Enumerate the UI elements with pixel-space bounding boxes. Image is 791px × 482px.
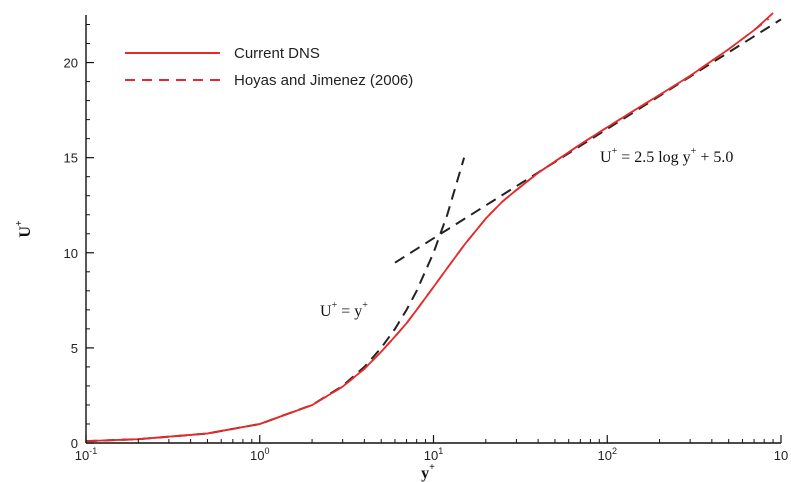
y-tick-label: 15 [64, 151, 78, 166]
y-tick-label: 10 [64, 246, 78, 261]
plot-area [85, 12, 782, 443]
legend-label-current-dns: Current DNS [234, 45, 320, 62]
x-tick-label: 100 [250, 446, 269, 463]
x-tick-label: 102 [598, 446, 617, 463]
axes [85, 15, 781, 444]
legend-label-hoyas-jimenez: Hoyas and Jimenez (2006) [234, 72, 413, 89]
x-axis-label: y+ [421, 462, 435, 482]
series-line-current-dns [85, 12, 774, 442]
annotation-log-law: U+ = 2.5 log y+ + 5.0 [600, 146, 733, 166]
legend: Current DNS Hoyas and Jimenez (2006) [125, 45, 413, 89]
reference-line-log-law [394, 18, 782, 264]
y-tick-label: 5 [71, 341, 78, 356]
x-tick-label: 101 [424, 446, 443, 463]
series-line-hoyas-jimenez [85, 18, 770, 442]
x-tick-label: 10-1 [75, 446, 97, 463]
y-tick-label: 20 [64, 56, 78, 71]
y-axis-label: U+ [14, 220, 34, 238]
reference-line-viscous-sublayer [85, 157, 466, 443]
annotation-viscous-law: U+ = y+ [320, 300, 368, 320]
y-tick-label: 0 [71, 436, 78, 451]
x-tick-label: 10 [774, 448, 788, 463]
